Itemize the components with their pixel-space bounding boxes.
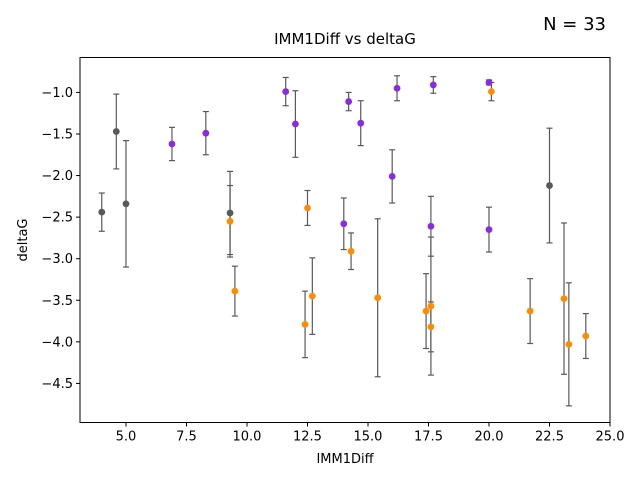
plot-marks: [98, 75, 590, 407]
x-tick-label: 12.5: [293, 430, 322, 445]
data-point: [565, 340, 573, 348]
y-tick-label: −1.5: [41, 127, 73, 142]
data-point: [98, 208, 106, 216]
data-point: [226, 209, 234, 217]
chart-title: IMM1Diff vs deltaG: [274, 30, 416, 48]
y-tick-label: −1.0: [41, 86, 73, 101]
x-tick-label: 20.0: [475, 430, 504, 445]
x-tick-label: 15.0: [354, 430, 383, 445]
data-point: [582, 332, 590, 340]
data-point: [282, 88, 290, 95]
data-point: [122, 200, 130, 208]
y-tick-label: −2.5: [41, 211, 73, 226]
y-tick-label: −3.0: [41, 252, 73, 267]
y-tick-label: −4.0: [41, 335, 73, 350]
x-tick-label: 22.5: [535, 430, 564, 445]
data-point: [226, 217, 234, 225]
data-point: [168, 140, 176, 148]
y-tick-label: −2.0: [41, 169, 73, 184]
x-tick-label: 17.5: [414, 430, 443, 445]
data-point: [304, 204, 311, 212]
data-point: [340, 220, 348, 228]
plot-frame: [79, 57, 611, 423]
y-axis-label: deltaG: [16, 219, 31, 262]
y-tick-label: −4.5: [41, 377, 73, 392]
data-point: [301, 320, 309, 328]
data-point: [357, 119, 365, 127]
x-tick-label: 25.0: [596, 430, 625, 445]
data-point: [526, 307, 534, 315]
x-tick-label: 7.5: [176, 430, 197, 445]
sample-count-annotation: N = 33: [543, 14, 606, 35]
data-point: [560, 295, 568, 303]
data-point: [374, 294, 382, 302]
data-point: [231, 287, 239, 295]
data-point: [427, 222, 435, 230]
data-point: [427, 323, 435, 331]
y-tick-label: −3.5: [41, 294, 73, 309]
data-point: [388, 172, 396, 180]
data-point: [422, 307, 430, 315]
data-point: [485, 79, 493, 86]
data-point: [308, 292, 316, 300]
data-point: [427, 302, 435, 310]
data-point: [488, 88, 495, 95]
data-point: [485, 226, 493, 234]
x-tick-label: 5.0: [116, 430, 137, 445]
x-axis: 5.0 7.5 10.0 12.5 15.0 17.5 20.0 22.5 25.0: [116, 422, 625, 445]
data-point: [429, 81, 437, 89]
y-axis: −1.0 −1.5 −2.0 −2.5 −3.0 −3.5 −4.0 −4.5: [41, 86, 80, 392]
x-tick-label: 10.0: [233, 430, 262, 445]
data-point: [202, 129, 210, 137]
data-point: [345, 98, 353, 105]
data-point: [546, 182, 553, 189]
data-point: [393, 84, 401, 92]
data-point: [347, 247, 355, 255]
x-axis-label: IMM1Diff: [316, 452, 374, 467]
data-point: [112, 128, 120, 135]
data-point: [291, 120, 299, 128]
